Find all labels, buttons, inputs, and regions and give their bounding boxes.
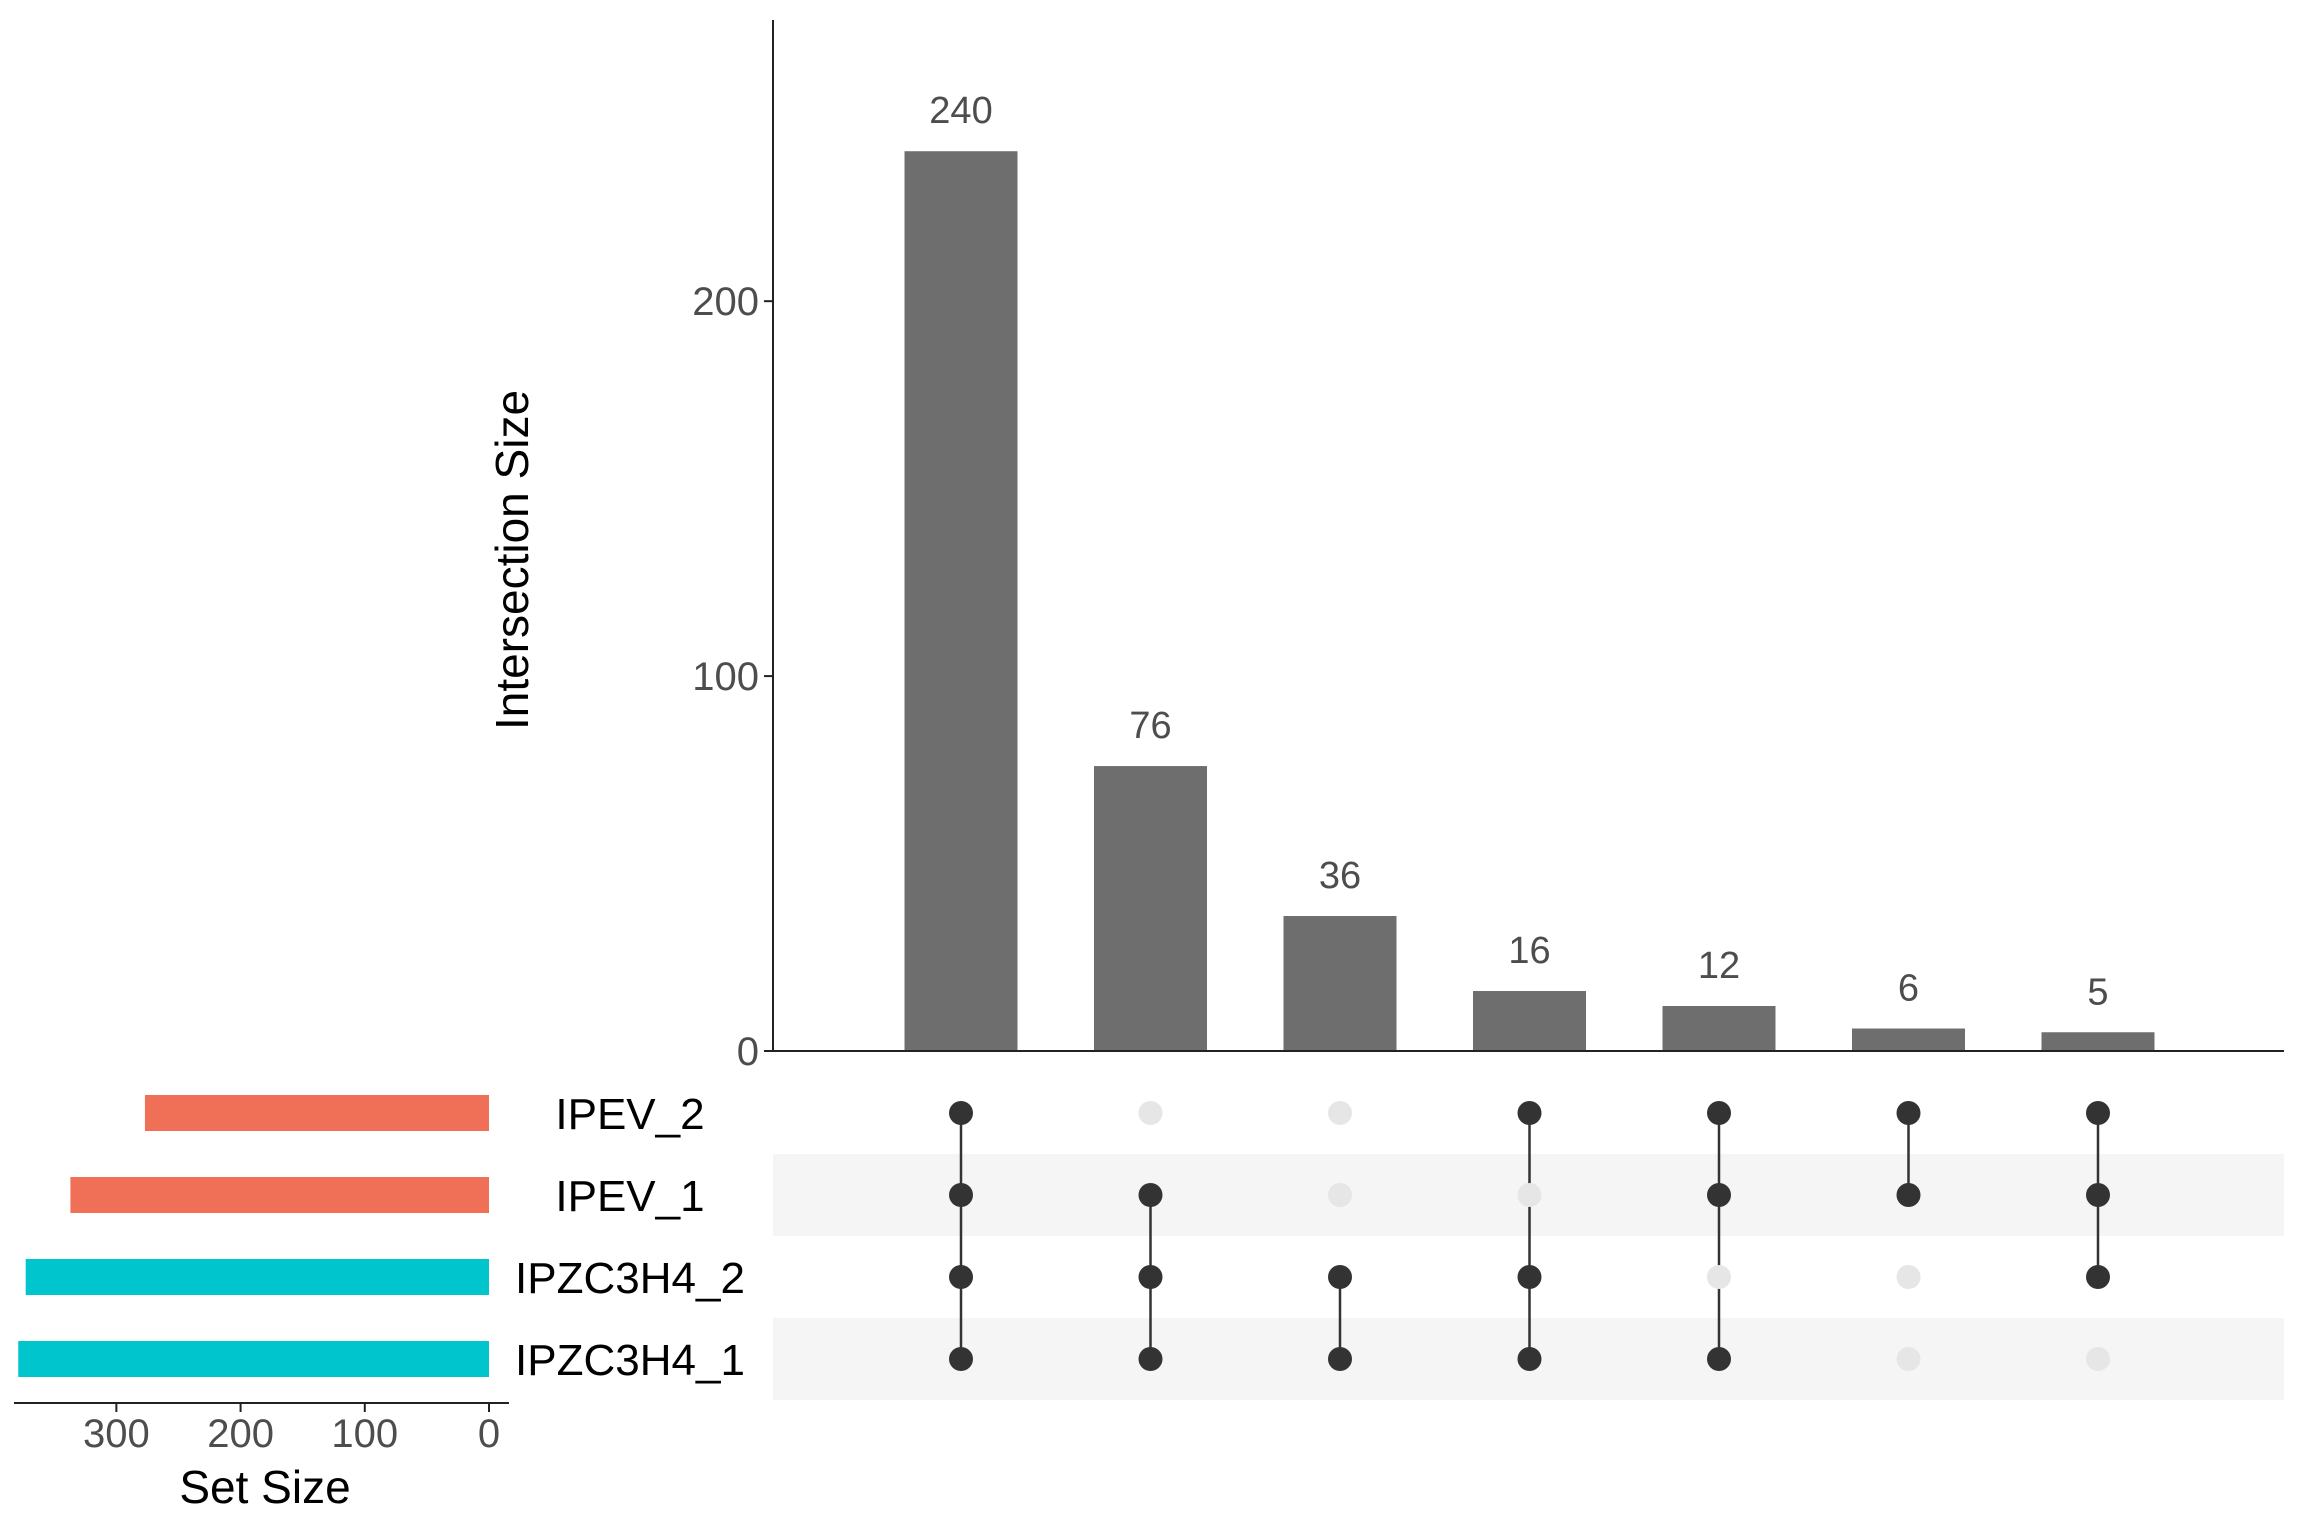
intersection-bar-label: 6 xyxy=(1898,968,1919,1010)
matrix-dot-active xyxy=(1138,1183,1163,1207)
matrix-dot-active xyxy=(1517,1265,1542,1289)
intersection-bar xyxy=(1662,1006,1776,1051)
intersection-bar-label: 240 xyxy=(929,90,992,132)
set-size-tick-label: 200 xyxy=(207,1412,274,1456)
y-tick-label: 0 xyxy=(737,1030,759,1074)
set-size-tick-label: 300 xyxy=(83,1412,150,1456)
y-tick-label: 200 xyxy=(692,280,759,324)
intersection-bar xyxy=(1852,1028,1965,1051)
matrix-dot-active xyxy=(949,1347,973,1371)
intersection-bar xyxy=(1473,991,1586,1051)
intersection-y-axis xyxy=(772,20,2284,1052)
matrix-dot-active xyxy=(1707,1183,1731,1207)
intersection-bar-label: 76 xyxy=(1129,705,1171,747)
matrix-dot-active xyxy=(1328,1265,1352,1289)
matrix-dot-active xyxy=(949,1101,973,1125)
matrix-dot-inactive xyxy=(1896,1265,1921,1289)
set-size-tick-label: 100 xyxy=(331,1412,398,1456)
intersection-bar xyxy=(2041,1032,2155,1051)
matrix-dot-active xyxy=(949,1265,973,1289)
matrix-dot-inactive xyxy=(1517,1183,1542,1207)
set-name-label: IPEV_2 xyxy=(555,1090,704,1139)
set-size-bar xyxy=(18,1341,490,1377)
intersection-bar xyxy=(1283,916,1397,1051)
matrix-dot-active xyxy=(1707,1101,1731,1125)
matrix-dot-inactive xyxy=(2086,1347,2110,1371)
set-name-label: IPEV_1 xyxy=(555,1172,704,1221)
intersection-matrix xyxy=(949,1101,2110,1371)
matrix-dot-active xyxy=(1896,1183,1921,1207)
matrix-dot-inactive xyxy=(1707,1265,1731,1289)
matrix-dot-inactive xyxy=(1138,1101,1163,1125)
intersection-bars xyxy=(904,151,2155,1051)
set-name-labels: IPEV_2 IPEV_1 IPZC3H4_2 IPZC3H4_1 xyxy=(515,1090,745,1385)
matrix-dot-active xyxy=(2086,1265,2110,1289)
matrix-dot-active xyxy=(2086,1101,2110,1125)
matrix-dot-active xyxy=(949,1183,973,1207)
set-size-axis: 300 200 100 0 xyxy=(14,1402,509,1456)
intersection-bar-label: 16 xyxy=(1508,930,1550,972)
y-axis-title: Intersection Size xyxy=(486,390,538,730)
matrix-dot-active xyxy=(1138,1265,1163,1289)
matrix-dot-active xyxy=(1707,1347,1731,1371)
set-size-tick-label: 0 xyxy=(478,1412,500,1456)
matrix-dot-active xyxy=(1138,1347,1163,1371)
set-size-axis-title: Set Size xyxy=(179,1461,350,1513)
intersection-bar-label: 36 xyxy=(1319,855,1361,897)
y-axis-ticks: 0 100 200 xyxy=(692,280,773,1074)
matrix-dot-inactive xyxy=(1328,1183,1352,1207)
set-name-label: IPZC3H4_2 xyxy=(515,1254,745,1303)
set-name-label: IPZC3H4_1 xyxy=(515,1336,745,1385)
set-size-bars xyxy=(18,1095,490,1377)
set-size-bar xyxy=(25,1259,490,1295)
intersection-bar xyxy=(904,151,1018,1051)
matrix-dot-inactive xyxy=(1896,1347,1921,1371)
matrix-dot-active xyxy=(1896,1101,1921,1125)
matrix-dot-active xyxy=(1517,1347,1542,1371)
matrix-dot-inactive xyxy=(1328,1101,1352,1125)
y-tick-label: 100 xyxy=(692,655,759,699)
intersection-bar-label: 5 xyxy=(2087,971,2108,1013)
matrix-dot-active xyxy=(1517,1101,1542,1125)
set-size-bar xyxy=(144,1095,490,1131)
intersection-bar xyxy=(1094,766,1207,1051)
set-size-bar xyxy=(70,1177,490,1213)
intersection-bar-label: 12 xyxy=(1698,945,1740,987)
intersection-bar-labels: 240 76 36 16 12 6 5 xyxy=(929,90,2108,1013)
matrix-dot-active xyxy=(1328,1347,1352,1371)
matrix-dot-active xyxy=(2086,1183,2110,1207)
